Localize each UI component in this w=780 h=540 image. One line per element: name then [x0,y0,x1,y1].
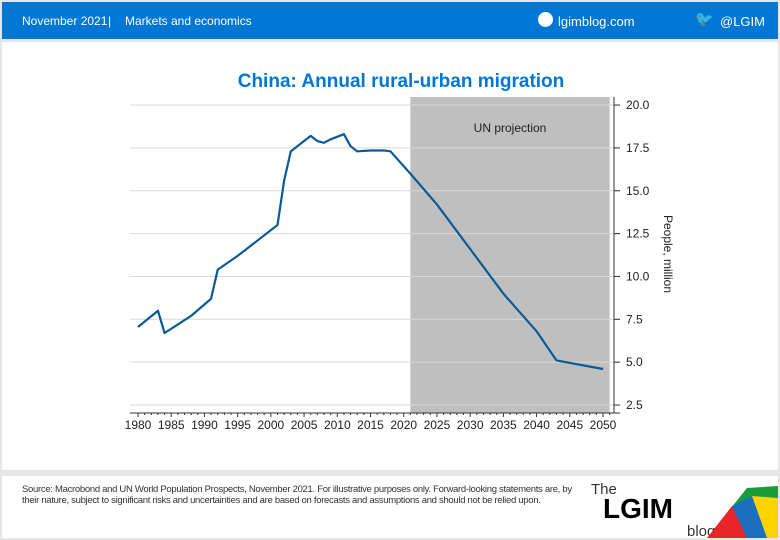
x-tick-label: 2050 [590,418,617,432]
x-tick-label: 2045 [556,418,583,432]
svg-text:LGIM: LGIM [603,493,673,524]
y-axis-label: People, million [661,215,675,293]
x-tick-label: 2000 [258,418,285,432]
x-tick-label: 2005 [291,418,318,432]
y-tick-label: 12.5 [626,227,650,241]
x-tick-label: 2015 [357,418,384,432]
chart-title: China: Annual rural-urban migration [238,71,565,92]
twitter-link[interactable]: @LGIM [720,14,765,29]
x-tick-label: 2035 [490,418,517,432]
lgim-blog-logo: The LGIM blog [591,481,778,538]
y-tick-label: 2.5 [626,398,643,412]
chart-card: China: Annual rural-urban migration UN p… [2,42,778,470]
twitter-icon: 🐦 [695,11,714,28]
y-tick-label: 17.5 [626,141,650,155]
chart: China: Annual rural-urban migration UN p… [125,71,675,432]
projection-label: UN projection [474,121,547,135]
source-note: Source: Macrobond and UN World Populatio… [22,484,572,506]
site-link[interactable]: lgimblog.com [558,14,635,29]
date: November 2021 [22,14,108,28]
x-tick-label: 1995 [224,418,251,432]
footer: Source: Macrobond and UN World Populatio… [2,476,778,538]
x-tick-label: 1980 [125,418,152,432]
svg-text:blog: blog [687,523,715,538]
svg-text:The: The [591,481,617,498]
y-tick-label: 5.0 [626,355,643,369]
x-tick-label: 2040 [523,418,550,432]
y-tick-label: 15.0 [626,184,650,198]
x-tick-label: 2020 [390,418,417,432]
x-tick-label: 2025 [424,418,451,432]
section-link[interactable]: Markets and economics [125,14,252,28]
x-tick-label: 2030 [457,418,484,432]
projection-shade [410,97,610,413]
y-tick-label: 7.5 [626,312,643,326]
blog-icon [538,12,553,27]
separator: | [108,14,112,28]
x-tick-label: 2010 [324,418,351,432]
y-tick-label: 20.0 [626,98,650,112]
y-tick-label: 10.0 [626,269,650,283]
x-tick-label: 1990 [191,418,218,432]
x-tick-label: 1985 [158,418,185,432]
header-bar: November 2021 | Markets and economics lg… [2,2,778,39]
